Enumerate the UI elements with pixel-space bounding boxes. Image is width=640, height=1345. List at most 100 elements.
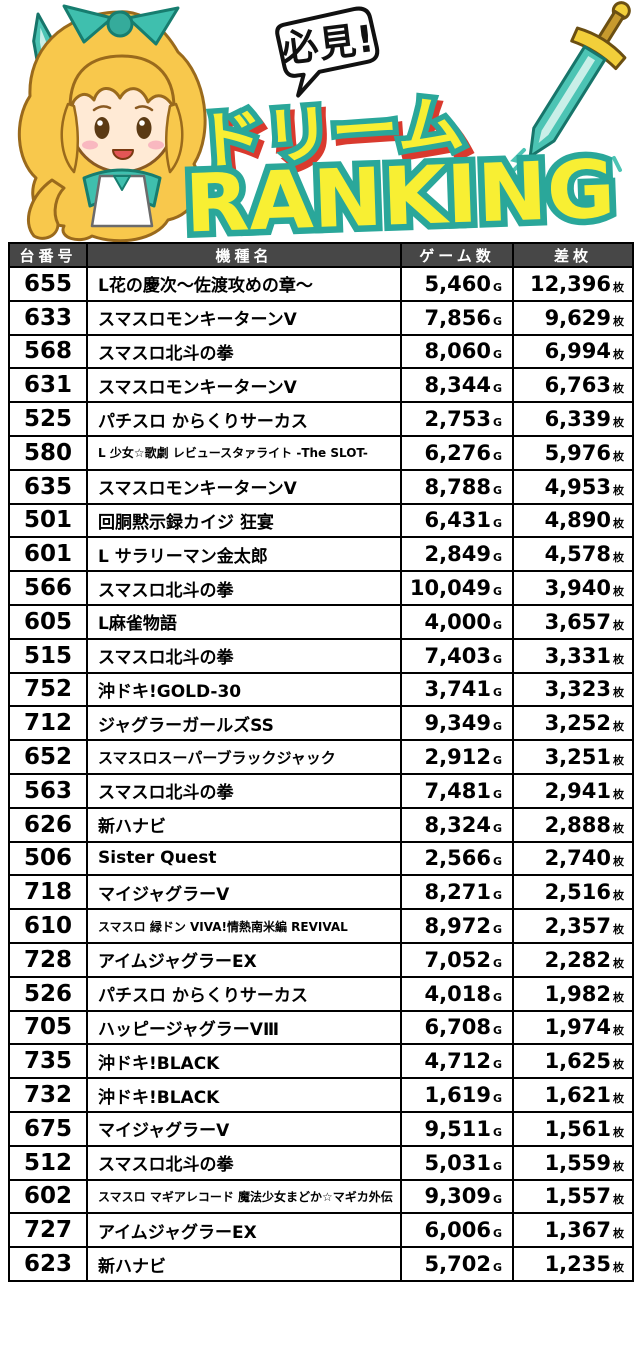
diff-value: 9,629 [544,305,611,330]
games-value: 2,849 [424,542,491,567]
machine-number: 610 [8,908,88,944]
diff-suffix: 枚 [613,1125,624,1139]
table-row: 626 新ハナビ 8,324 G 2,888 枚 [8,806,634,843]
machine-number: 566 [8,570,88,606]
games-value: 8,271 [424,880,491,905]
diff-suffix: 枚 [613,1227,624,1241]
diff-suffix: 枚 [613,314,624,328]
games-suffix: G [492,348,502,362]
machine-name: 回胴黙示録カイジ 狂宴 [86,502,402,539]
diff-suffix: 枚 [613,585,624,599]
games-suffix: G [492,585,502,599]
machine-number: 633 [8,299,88,336]
games-suffix: G [492,754,502,768]
games-suffix: G [492,551,502,565]
machine-number: 626 [8,806,88,843]
machine-name: マイジャグラーV [86,1110,402,1147]
table-row: 728 アイムジャグラーEX 7,052 G 2,282 枚 [8,941,634,978]
diff-suffix: 枚 [613,956,624,970]
diff-suffix: 枚 [613,280,624,294]
diff-value: 1,982 [544,981,611,1006]
diff-value: 2,357 [544,914,611,939]
games-value: 2,753 [424,407,491,432]
games-value: 6,708 [424,1015,491,1040]
table-row: 675 マイジャグラーV 9,511 G 1,561 枚 [8,1110,634,1147]
games-value: 8,344 [424,373,491,398]
diff-value: 3,323 [544,677,611,702]
machine-number: 655 [8,266,88,302]
machine-number: 652 [8,739,88,775]
machine-number: 735 [8,1043,88,1080]
games-value: 1,619 [424,1083,491,1108]
table-row: 705 ハッピージャグラーVⅢ 6,708 G 1,974 枚 [8,1009,634,1046]
games-suffix: G [492,990,502,1004]
machine-number: 506 [8,840,88,877]
table-row: 623 新ハナビ 5,702 G 1,235 枚 [8,1246,634,1282]
table-row: 635 スマスロモンキーターンV 8,788 G 4,953 枚 [8,468,634,505]
games-value: 5,460 [424,271,491,296]
games-suffix: G [492,483,502,497]
diff-suffix: 枚 [613,483,624,497]
hair-bow-icon [62,4,180,46]
title-ranking: RANKING [177,136,623,242]
games-suffix: G [492,1125,502,1139]
table-row: 735 沖ドキ!BLACK 4,712 G 1,625 枚 [8,1043,634,1080]
games-value: 7,403 [424,643,491,668]
diff-suffix: 枚 [613,416,624,430]
games-suffix: G [492,1058,502,1072]
diff-suffix: 枚 [613,348,624,362]
games-value: 4,000 [424,609,491,634]
table-row: 512 スマスロ北斗の拳 5,031 G 1,559 枚 [8,1144,634,1181]
machine-name: 新ハナビ [86,806,402,843]
diff-value: 6,339 [544,407,611,432]
games-suffix: G [492,280,502,294]
machine-name: スマスロモンキーターンV [86,468,402,505]
games-suffix: G [492,686,502,700]
diff-suffix: 枚 [613,1092,624,1106]
diff-suffix: 枚 [613,889,624,903]
games-value: 8,972 [424,914,491,939]
mascot-illustration [17,4,207,242]
header-banner: 必見! ドリーム ドリーム RANKING [0,0,640,242]
machine-name: スマスロスーパーブラックジャック [86,739,402,775]
machine-name: アイムジャグラーEX [86,941,402,978]
machine-name: スマスロ マギアレコード 魔法少女まどか☆マギカ外伝 [86,1178,402,1215]
machine-name: L麻雀物語 [86,603,402,640]
diff-value: 3,251 [544,745,611,770]
machine-name: スマスロ北斗の拳 [86,1144,402,1181]
table-row: 566 スマスロ北斗の拳 10,049 G 3,940 枚 [8,570,634,606]
diff-suffix: 枚 [613,821,624,835]
diff-value: 6,994 [544,339,611,364]
diff-value: 2,282 [544,947,611,972]
table-row: 515 スマスロ北斗の拳 7,403 G 3,331 枚 [8,637,634,674]
games-value: 7,052 [424,947,491,972]
machine-number: 512 [8,1144,88,1181]
diff-suffix: 枚 [613,1024,624,1038]
table-row: 526 パチスロ からくりサーカス 4,018 G 1,982 枚 [8,975,634,1012]
machine-number: 580 [8,434,88,471]
games-value: 8,788 [424,474,491,499]
table-row: 631 スマスロモンキーターンV 8,344 G 6,763 枚 [8,367,634,404]
diff-value: 2,516 [544,880,611,905]
machine-name: スマスロモンキーターンV [86,299,402,336]
machine-name: 沖ドキ!BLACK [86,1043,402,1080]
machine-name: 沖ドキ!GOLD-30 [86,671,402,708]
table-row: 506 Sister Quest 2,566 G 2,740 枚 [8,840,634,877]
diff-value: 3,657 [544,609,611,634]
machine-number: 525 [8,401,88,437]
diff-value: 12,396 [529,271,611,296]
games-suffix: G [492,517,502,531]
table-row: 633 スマスロモンキーターンV 7,856 G 9,629 枚 [8,299,634,336]
diff-suffix: 枚 [613,618,624,632]
games-suffix: G [492,956,502,970]
ranking-table: 台番号 機種名 ゲーム数 差枚 655 L花の慶次〜佐渡攻めの章〜 5,460 G… [8,242,634,1282]
machine-name: アイムジャグラーEX [86,1212,402,1249]
machine-name: スマスロモンキーターンV [86,367,402,404]
diff-value: 4,890 [544,508,611,533]
table-row: 727 アイムジャグラーEX 6,006 G 1,367 枚 [8,1212,634,1249]
games-suffix: G [492,382,502,396]
machine-name: マイジャグラーV [86,874,402,911]
games-suffix: G [492,720,502,734]
games-suffix: G [492,1261,502,1274]
